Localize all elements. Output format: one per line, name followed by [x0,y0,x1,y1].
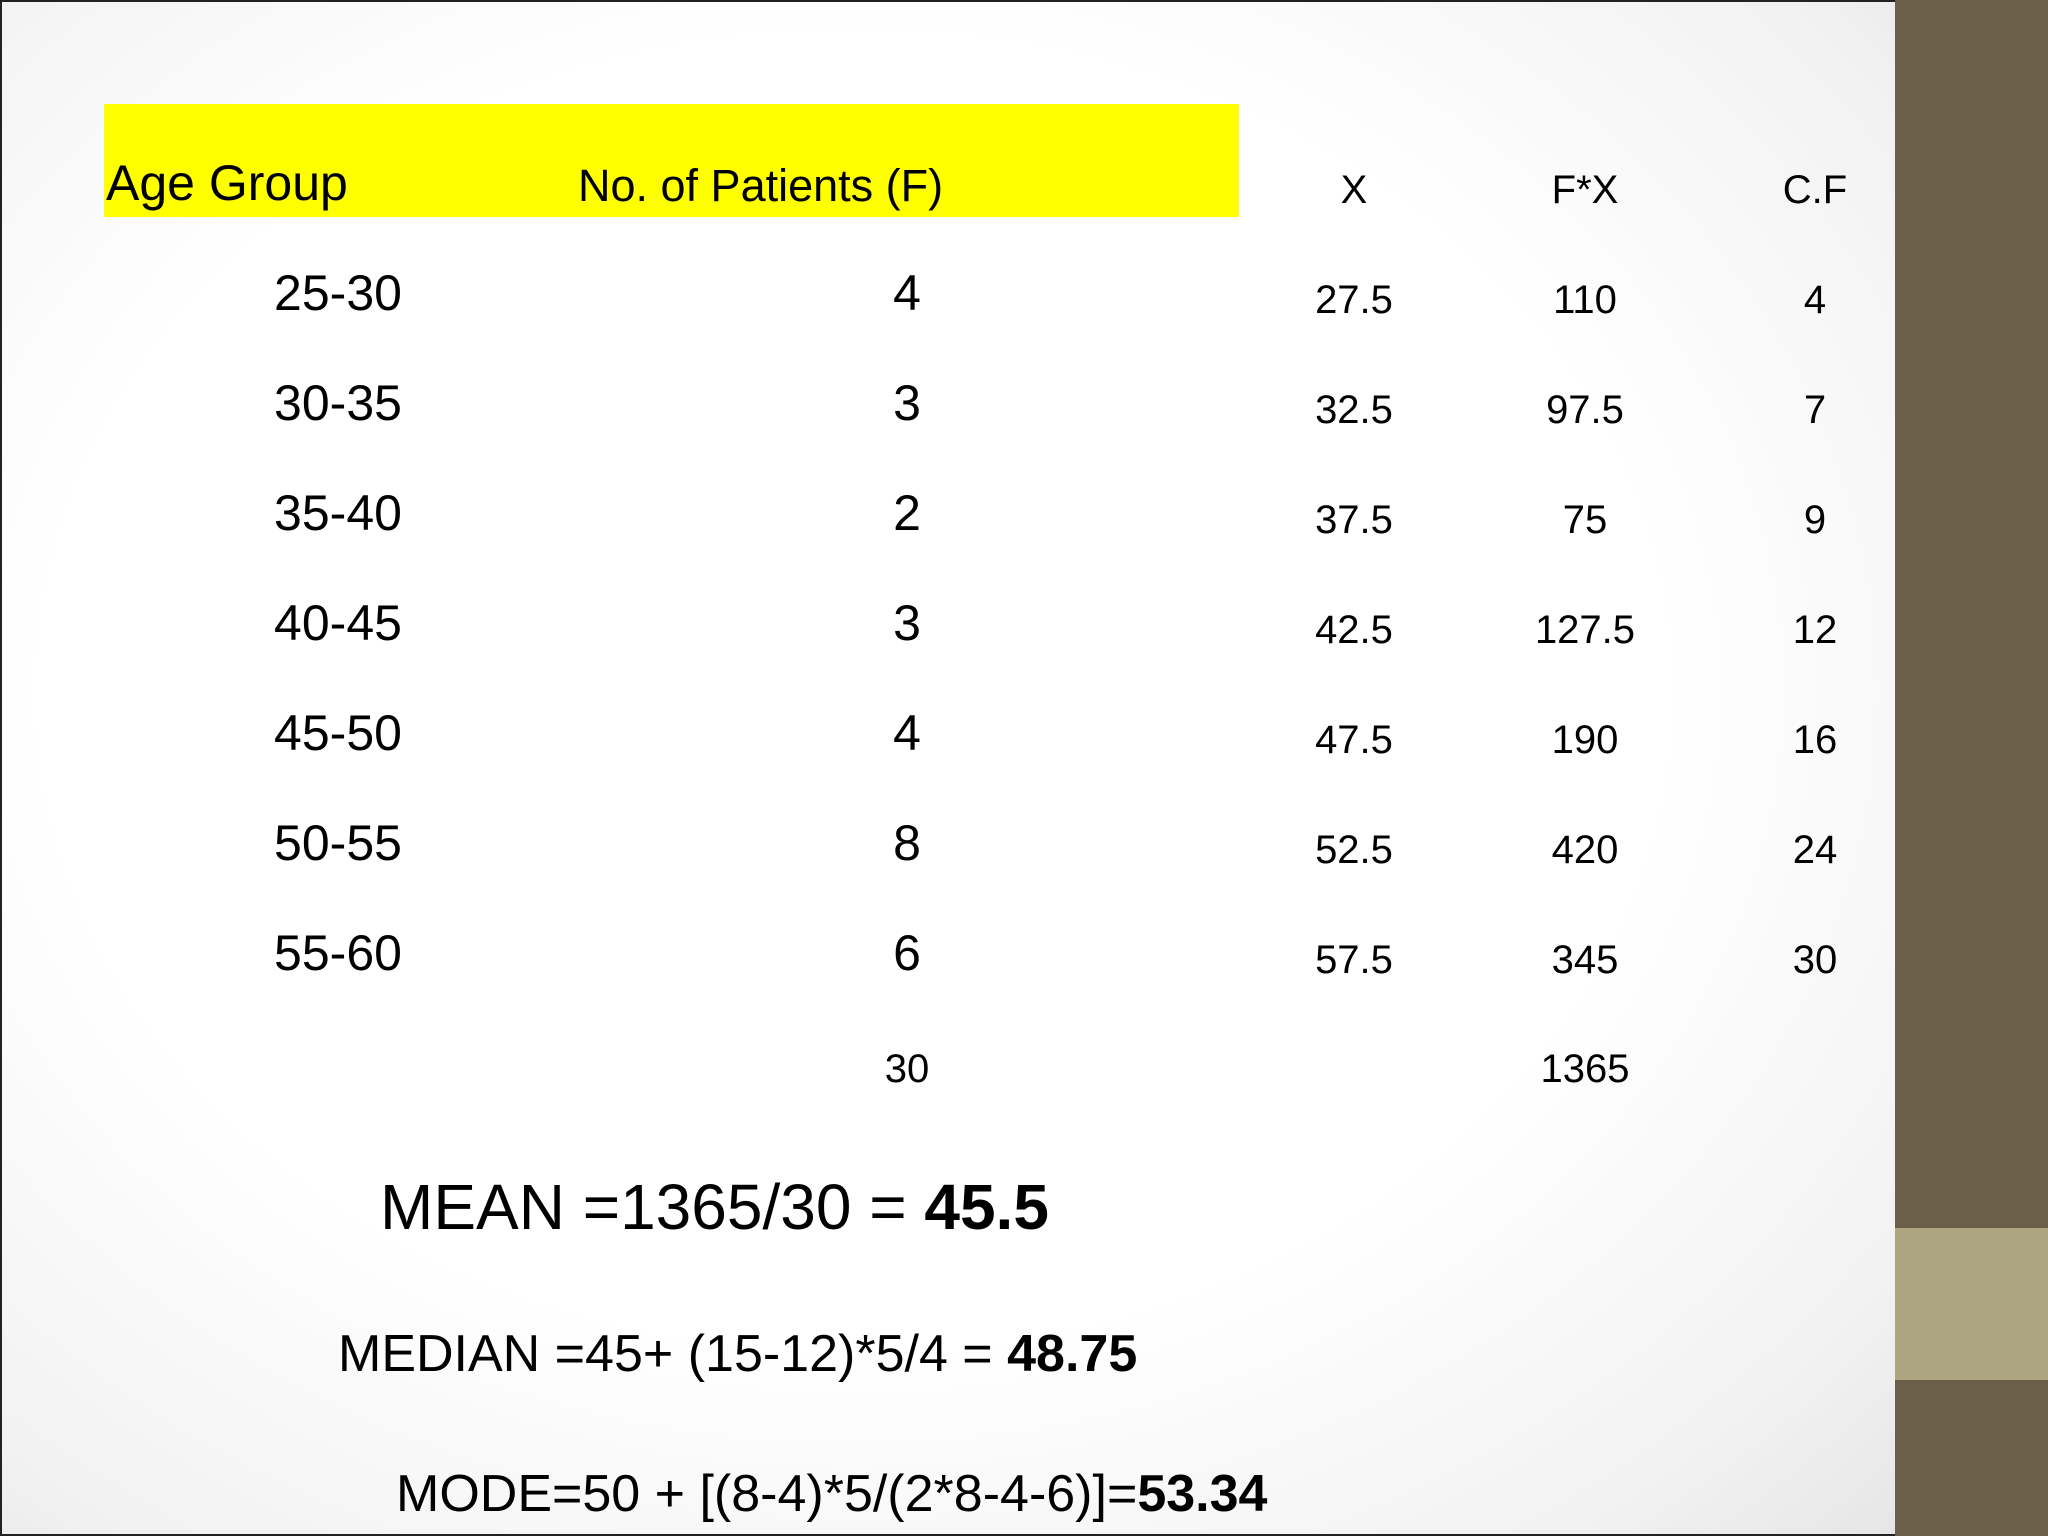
cell-x: 52.5 [1315,828,1393,872]
mode-label: MODE=50 + [(8-4)*5/(2*8-4-6)]= [396,1465,1138,1523]
cell-f: 3 [893,595,921,651]
mode-formula: MODE=50 + [(8-4)*5/(2*8-4-6)]=53.34 [396,1464,1267,1524]
cell-fx: 97.5 [1546,388,1624,432]
header-age-group: Age Group [106,155,348,211]
cell-x: 37.5 [1315,498,1393,542]
mean-formula: MEAN =1365/30 = 45.5 [380,1170,1049,1244]
cell-age: 30-35 [274,375,402,431]
median-label: MEDIAN =45+ (15-12)*5/4 = [338,1325,1008,1383]
cell-cf: 4 [1803,278,1827,322]
cell-age: 45-50 [274,705,402,761]
side-band-middle [1895,1228,2048,1380]
mean-value: 45.5 [924,1171,1049,1243]
cell-age: 25-30 [274,265,402,321]
cell-fx: 345 [1551,938,1619,982]
cell-fx: 127.5 [1534,608,1636,652]
cell-fx: 420 [1551,828,1619,872]
cell-f: 4 [893,705,921,761]
cell-x: 47.5 [1315,718,1393,762]
cell-f: 3 [893,375,921,431]
cell-f: 2 [893,485,921,541]
cell-cf: 9 [1803,498,1827,542]
header-fx: F*X [1551,168,1619,212]
cell-cf: 16 [1792,718,1838,762]
cell-cf: 12 [1792,608,1838,652]
header-x: X [1340,168,1368,212]
cell-fx: 110 [1553,278,1617,322]
cell-x: 57.5 [1315,938,1393,982]
header-highlight [104,104,1239,217]
median-formula: MEDIAN =45+ (15-12)*5/4 = 48.75 [338,1324,1137,1384]
cell-cf: 24 [1792,828,1838,872]
cell-fx: 190 [1551,718,1619,762]
slide: Age Group No. of Patients (F) X F*X C.F … [0,0,1895,1536]
header-patients: No. of Patients (F) [578,160,944,211]
cell-age: 35-40 [274,485,402,541]
cell-age: 40-45 [274,595,402,651]
mean-label: MEAN =1365/30 = [380,1171,925,1243]
total-patients: 30 [884,1047,930,1091]
cell-cf: 7 [1803,388,1827,432]
cell-age: 50-55 [274,815,402,871]
cell-x: 27.5 [1315,278,1393,322]
cell-cf: 30 [1792,938,1838,982]
mode-value: 53.34 [1137,1465,1268,1523]
header-cf: C.F [1782,168,1848,212]
cell-f: 6 [893,925,921,981]
cell-f: 4 [893,265,921,321]
side-band-bottom [1895,1380,2048,1536]
total-fx: 1365 [1540,1047,1630,1091]
cell-fx: 75 [1562,498,1608,542]
cell-x: 42.5 [1315,608,1393,652]
cell-f: 8 [893,815,921,871]
median-value: 48.75 [1007,1325,1138,1383]
cell-x: 32.5 [1315,388,1393,432]
side-band [1895,0,2048,1536]
cell-age: 55-60 [274,925,402,981]
side-band-top [1895,0,2048,1228]
